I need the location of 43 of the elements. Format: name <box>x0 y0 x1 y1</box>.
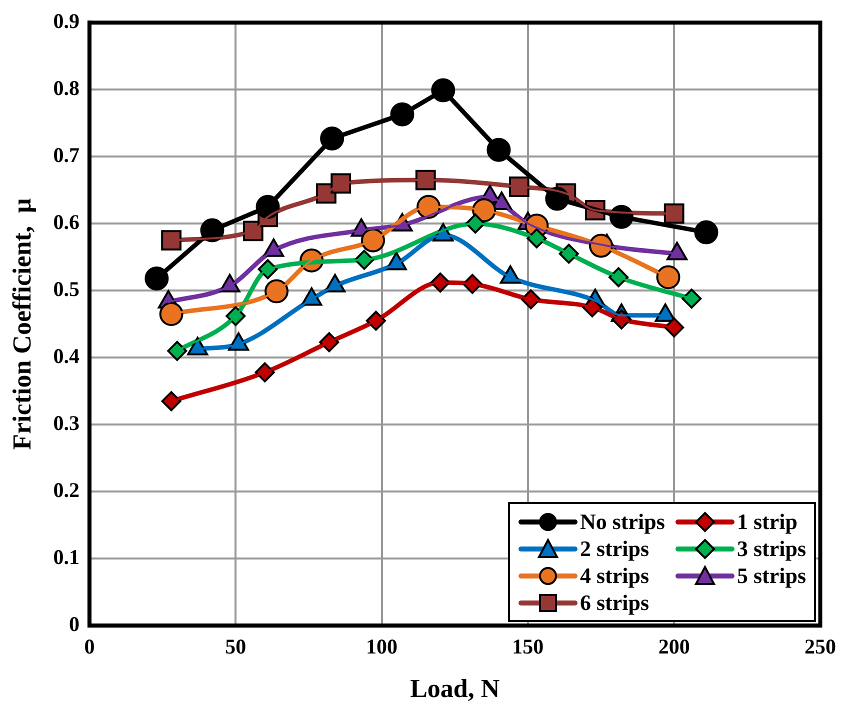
legend-label: 6 strips <box>580 590 650 616</box>
x-tick-label: 0 <box>84 634 95 659</box>
point <box>664 203 684 224</box>
legend-label: 4 strips <box>580 562 650 588</box>
y-tick-label: 0.6 <box>53 210 80 234</box>
x-tick-label: 150 <box>512 634 544 659</box>
legend-label: 1 strip <box>736 508 798 534</box>
point <box>144 266 169 291</box>
x-tick-label: 250 <box>804 634 836 659</box>
x-tick-label: 200 <box>658 634 690 659</box>
point <box>320 126 344 151</box>
point <box>694 220 718 244</box>
point <box>161 230 182 251</box>
legend-label: 5 strips <box>736 562 806 588</box>
y-tick-label: 0.9 <box>53 9 80 34</box>
legend-label: 3 strips <box>736 536 806 562</box>
y-tick-label: 0.3 <box>53 411 80 436</box>
point <box>508 176 530 197</box>
y-tick-label: 0.5 <box>53 277 80 302</box>
point <box>264 279 289 304</box>
y-tick-label: 0.4 <box>53 344 80 368</box>
y-tick-label: 0 <box>68 612 80 636</box>
point <box>664 317 684 338</box>
point <box>390 102 414 126</box>
point <box>161 391 182 412</box>
x-tick-label: 50 <box>225 634 246 659</box>
y-tick-label: 0.2 <box>53 478 80 502</box>
point <box>656 265 680 290</box>
point <box>682 288 702 309</box>
y-tick-label: 0.8 <box>53 76 80 100</box>
x-tick-label: 100 <box>366 634 398 659</box>
legend-label: 2 strips <box>580 536 650 562</box>
x-axis-title: Load, N <box>410 674 500 704</box>
point <box>330 173 352 194</box>
y-tick-label: 0.7 <box>53 143 80 168</box>
point <box>167 340 188 361</box>
point <box>159 302 184 326</box>
y-tick-label: 0.1 <box>53 545 80 570</box>
legend-label: No strips <box>580 508 665 534</box>
point <box>431 78 456 102</box>
y-axis-title: Friction Coefficient, μ <box>7 198 36 450</box>
point <box>415 170 436 190</box>
point <box>486 138 511 162</box>
